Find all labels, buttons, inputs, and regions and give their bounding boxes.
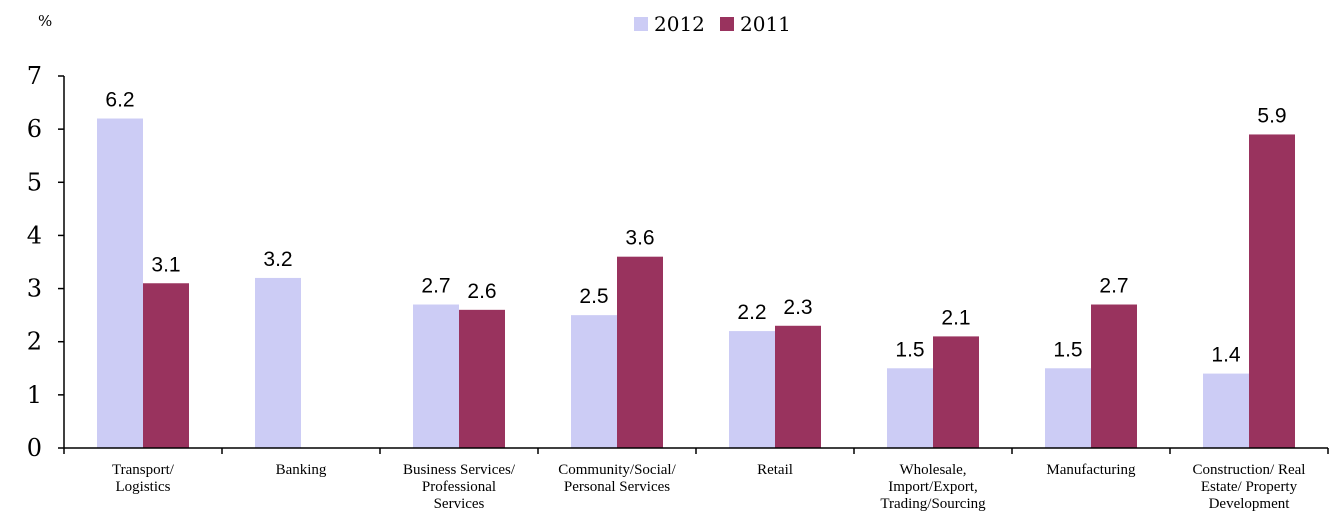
data-label-2011: 2.6	[467, 280, 496, 303]
data-label-2012: 6.2	[105, 89, 134, 112]
x-category-label: Transport/Logistics	[112, 462, 175, 495]
data-label-2011: 2.7	[1099, 275, 1128, 298]
legend-label-2011: 2011	[740, 12, 791, 36]
y-tick-label: 5	[27, 168, 42, 196]
bar-2011	[933, 336, 979, 448]
data-label-2011: 3.6	[625, 227, 654, 250]
bars	[97, 118, 1295, 448]
data-label-2011: 2.1	[941, 306, 970, 329]
y-axis-unit-label: %	[38, 12, 52, 30]
legend: 2012 2011	[634, 12, 791, 36]
x-category-label: Construction/ Real Estate/ Property Develo…	[1193, 462, 1306, 512]
x-category-label: Banking	[276, 462, 327, 478]
legend-swatch-2011	[720, 17, 734, 31]
data-label-2011: 3.1	[151, 253, 180, 276]
y-tick-label: 3	[27, 275, 42, 303]
x-category-label: Manufacturing	[1046, 462, 1136, 478]
y-tick-label: 2	[27, 328, 42, 356]
x-category-label: Retail	[757, 462, 793, 478]
bar-2011	[1091, 304, 1137, 448]
bar-2012	[255, 277, 301, 448]
x-axis-labels: Transport/Logistics Banking Business Servi…	[112, 462, 1305, 512]
y-axis-ticks: 0 1 2 3 4 5 6 7	[27, 62, 1329, 462]
y-tick-label: 6	[27, 115, 42, 143]
bar-2012	[887, 368, 933, 448]
bar-2012	[729, 331, 775, 448]
data-labels: 6.2 3.1 3.2 2.7 2.6 2.5 3.6 2.2 2.3 1.5 2.1 1.5 2.7 1…	[105, 89, 1286, 367]
legend-swatch-2012	[634, 17, 648, 31]
bar-2011	[143, 283, 189, 448]
x-category-label: Business Services/Professional Services	[403, 462, 516, 512]
data-label-2012: 2.2	[737, 301, 766, 324]
bar-2011	[775, 325, 821, 448]
data-label-2011: 5.9	[1257, 104, 1286, 127]
data-label-2012: 3.2	[263, 248, 292, 271]
data-label-2012: 1.4	[1211, 344, 1241, 367]
bar-2012	[1045, 368, 1091, 448]
data-label-2012: 1.5	[895, 338, 924, 361]
bar-2012	[571, 315, 617, 448]
data-label-2011: 2.3	[783, 296, 812, 319]
bar-2012	[97, 118, 143, 448]
bar-2012	[413, 304, 459, 448]
data-label-2012: 1.5	[1053, 338, 1082, 361]
bar-2011	[617, 256, 663, 448]
y-tick-label: 4	[27, 221, 42, 249]
x-category-label: Wholesale, Import/Export, Trading/Sourcing	[880, 462, 986, 512]
x-category-label: Community/Social/Personal Services	[558, 462, 676, 495]
bar-2011	[459, 309, 505, 448]
data-label-2012: 2.7	[421, 275, 450, 298]
bar-2011	[1249, 134, 1295, 448]
legend-label-2012: 2012	[654, 12, 705, 36]
y-tick-label: 0	[27, 434, 42, 462]
y-tick-label: 7	[27, 62, 42, 90]
bar-2012	[1203, 373, 1249, 448]
data-label-2012: 2.5	[579, 285, 608, 308]
y-tick-label: 1	[27, 381, 42, 409]
